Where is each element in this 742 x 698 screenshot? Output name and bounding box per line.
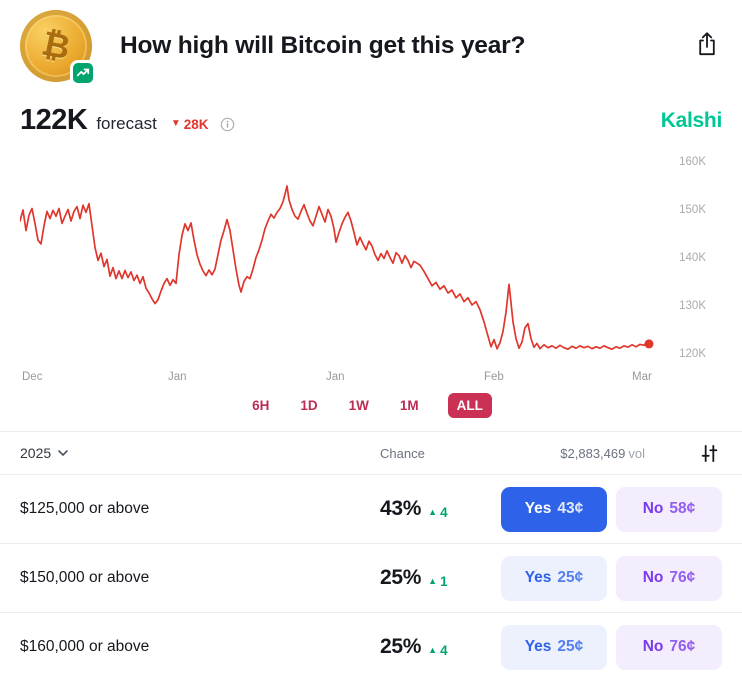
chance-delta: ▲ 4: [428, 505, 448, 520]
year-dropdown[interactable]: 2025: [20, 445, 68, 461]
time-range-filters: 6H 1D 1W 1M ALL: [0, 393, 742, 431]
x-axis-label: Dec: [22, 371, 43, 383]
volume-text: $2,883,469 vol: [560, 445, 645, 461]
chance-percent: 25%: [380, 635, 422, 658]
no-button[interactable]: No 58¢: [616, 486, 722, 532]
chance-cell: 25% ▲ 4: [380, 635, 492, 659]
chance-cell: 25% ▲ 1: [380, 566, 492, 590]
yes-button[interactable]: Yes 25¢: [501, 555, 607, 601]
price-chart[interactable]: 160K 150K 140K 130K 120K Dec Jan Jan Feb…: [0, 149, 742, 389]
time-filter-all[interactable]: ALL: [447, 393, 492, 418]
y-axis-label: 160K: [679, 156, 706, 168]
market-row: $150,000 or above 25% ▲ 1 Yes 25¢ No 76¢: [0, 543, 742, 612]
kalshi-logo: Kalshi: [660, 108, 723, 132]
share-icon: [699, 32, 715, 56]
time-filter-1d[interactable]: 1D: [298, 394, 319, 417]
y-axis-label: 120K: [679, 348, 706, 360]
time-filter-6h[interactable]: 6H: [250, 394, 271, 417]
market-row: $125,000 or above 43% ▲ 4 Yes 43¢ No 58¢: [0, 474, 742, 543]
year-value: 2025: [20, 445, 52, 461]
no-button[interactable]: No 76¢: [616, 624, 722, 670]
no-button[interactable]: No 76¢: [616, 555, 722, 601]
triangle-down-icon: ▼: [170, 118, 181, 129]
bitcoin-coin-icon: ₿: [20, 10, 96, 86]
markets-table-header: 2025 Chance $2,883,469 vol: [0, 431, 742, 474]
chevron-down-icon: [58, 450, 68, 456]
x-axis-label: Jan: [326, 371, 345, 383]
yes-button[interactable]: Yes 25¢: [501, 624, 607, 670]
triangle-up-icon: ▲: [428, 507, 438, 517]
sliders-icon: [701, 444, 718, 462]
market-row-label: $125,000 or above: [20, 500, 150, 517]
time-filter-1m[interactable]: 1M: [398, 394, 421, 417]
chart-canvas[interactable]: [20, 149, 675, 365]
share-button[interactable]: [692, 27, 722, 65]
chance-delta: ▲ 4: [428, 643, 448, 658]
x-axis-label: Feb: [484, 371, 504, 383]
forecast-value: 122K: [20, 104, 88, 136]
forecast-section: 122K forecast ▼ 28K Kalshi: [0, 104, 742, 137]
info-icon[interactable]: [220, 117, 235, 132]
chance-delta: ▲ 1: [428, 574, 448, 589]
x-axis-label: Jan: [168, 371, 187, 383]
chart-endpoint-dot: [644, 339, 654, 349]
bitcoin-symbol: ₿: [38, 24, 74, 67]
triangle-up-icon: ▲: [428, 645, 438, 655]
chance-percent: 43%: [380, 497, 422, 520]
chance-column-header: Chance: [380, 445, 425, 461]
x-axis-label: Mar: [632, 371, 652, 383]
triangle-up-icon: ▲: [428, 576, 438, 586]
market-row-label: $160,000 or above: [20, 638, 150, 655]
y-axis-label: 130K: [679, 300, 706, 312]
time-filter-1w[interactable]: 1W: [347, 394, 371, 417]
market-row: $160,000 or above 25% ▲ 4 Yes 25¢ No 76¢: [0, 612, 742, 681]
forecast-change: ▼ 28K: [171, 117, 209, 132]
page-title: How high will Bitcoin get this year?: [120, 32, 526, 59]
forecast-change-value: 28K: [183, 116, 209, 132]
filter-sliders-button[interactable]: [697, 441, 722, 466]
forecast-label: forecast: [96, 113, 157, 133]
y-axis-label: 140K: [679, 252, 706, 264]
header: ₿ How high will Bitcoin get this year?: [0, 0, 742, 86]
y-axis-label: 150K: [679, 204, 706, 216]
trending-up-badge-icon: [70, 60, 96, 86]
chance-percent: 25%: [380, 566, 422, 589]
yes-button[interactable]: Yes 43¢: [501, 486, 607, 532]
chance-cell: 43% ▲ 4: [380, 497, 492, 521]
market-row-label: $150,000 or above: [20, 569, 150, 586]
